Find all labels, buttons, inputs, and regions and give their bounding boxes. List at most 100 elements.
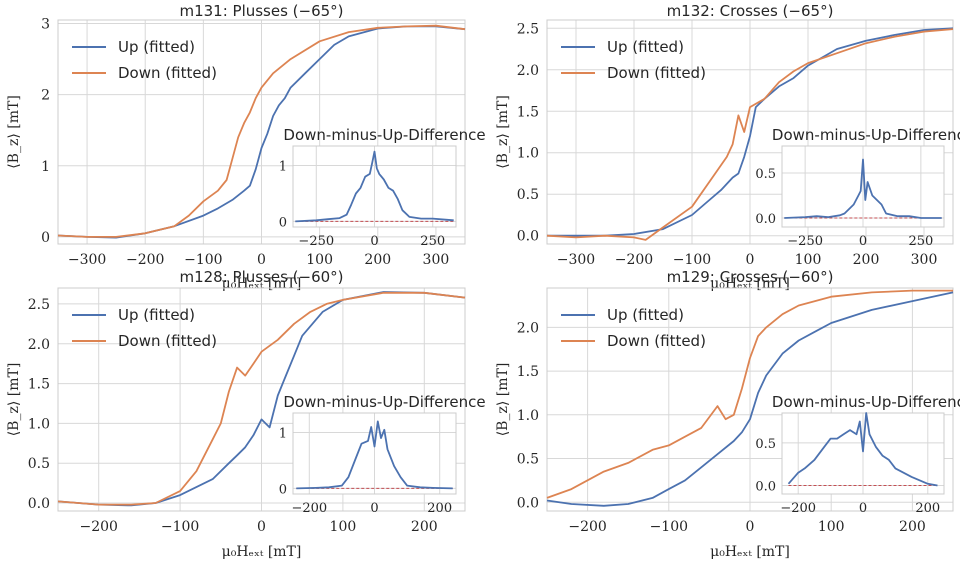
inset-title: Down-minus-Up-Difference [772,126,960,144]
legend: Up (fitted) Down (fitted) [561,306,706,350]
y-tick-label: 1.5 [517,104,539,120]
inset-x-tick-label: 0 [859,234,867,249]
x-tick-label: −300 [557,252,595,268]
y-tick-label: 1.0 [517,408,539,424]
panel-title: m129: Crosses (−60°) [667,268,834,286]
y-tick-label: 0.5 [517,452,539,468]
inset-y-tick-label: 0.0 [755,212,776,227]
y-tick-label: 0.0 [517,229,539,245]
y-tick-label: 2.5 [517,21,539,37]
inset-title: Down-minus-Up-Difference [283,393,485,411]
series-line-down [546,289,953,499]
y-tick-label: 1.5 [517,364,539,380]
y-tick-label: 0.0 [517,495,539,511]
inset-x-tick-label: 250 [908,234,933,249]
inset-title: Down-minus-Up-Difference [772,393,960,411]
x-tick-label: −100 [650,519,688,535]
inset-x-tick-label: −200 [291,501,327,516]
inset-y-tick-label: 0.0 [755,479,776,494]
legend-entry: Down (fitted) [118,64,217,82]
x-tick-label: −200 [79,519,117,535]
x-tick-label: 200 [853,252,880,268]
legend-entry: Down (fitted) [607,332,706,350]
inset-title: Down-minus-Up-Difference [283,126,485,144]
inset: −250 0 250 0.0 0.5 Down-minus-Up-Difference [755,126,960,249]
inset-y-tick-label: 0.5 [755,437,776,452]
legend: Up (fitted) Down (fitted) [72,38,217,82]
plot-frame [546,287,954,512]
inset-x-tick-label: 0 [370,234,378,249]
y-tick-label: 2.5 [28,297,50,313]
inset-x-tick-label: 200 [915,501,940,516]
y-axis-label: ⟨B_z⟩ [mT] [6,363,22,437]
legend-entry: Up (fitted) [118,306,195,324]
inset-y-tick-label: 1 [279,160,287,175]
y-tick-label: 2.0 [517,320,539,336]
x-tick-label: 0 [257,252,266,268]
y-axis-label: ⟨B_z⟩ [mT] [495,95,511,169]
legend-entry: Up (fitted) [607,306,684,324]
x-tick-label: −200 [615,252,653,268]
inset-frame [292,145,457,228]
inset-y-tick-label: 0.5 [755,167,776,182]
y-tick-label: 2.0 [517,63,539,79]
inset-difference-line [296,420,453,490]
y-tick-label: 3 [41,17,50,33]
y-tick-label: 1.5 [28,377,50,393]
x-axis-label: μ₀Hₑₓₜ [mT] [710,544,790,560]
x-tick-label: 100 [818,519,845,535]
x-tick-label: 300 [911,252,938,268]
x-tick-label: −200 [126,252,164,268]
x-tick-label: 0 [257,519,266,535]
x-tick-label: −100 [184,252,222,268]
x-tick-label: −100 [673,252,711,268]
series-line-down [546,28,954,241]
y-tick-label: 0.5 [517,187,539,203]
inset-frame [781,412,945,495]
x-tick-label: 0 [746,252,755,268]
panel-1: −300 −200 −100 0 100 200 300 0.0 0.5 1.0 1.5 2.0 2.5… [495,2,960,292]
legend-entry: Down (fitted) [607,64,706,82]
y-tick-label: 1.0 [517,146,539,162]
x-tick-label: 300 [423,252,450,268]
x-tick-label: 100 [795,252,822,268]
y-tick-label: 1.0 [28,416,50,432]
x-tick-label: 200 [364,252,391,268]
panel-3: −200 −100 0 100 200 0.0 0.5 1.0 1.5 2.0 Up (fitted… [495,268,960,560]
plot-frame [546,19,954,245]
inset-y-tick-label: 0 [279,482,287,497]
series-line-up [546,291,954,507]
inset-difference-line [295,150,454,223]
inset-difference-line [787,412,938,487]
inset-y-tick-label: 0 [279,215,287,230]
plot-frame [57,287,466,512]
y-tick-label: 0 [41,230,50,246]
y-axis-label: ⟨B_z⟩ [mT] [6,95,22,169]
panel-title: m128: Plusses (−60°) [179,268,343,286]
legend: Up (fitted) Down (fitted) [561,38,706,82]
inset: −200 0 200 0 1 Down-minus-Up-Difference [279,393,486,516]
x-axis-label: μ₀Hₑₓₜ [mT] [222,544,302,560]
legend: Up (fitted) Down (fitted) [72,306,217,350]
inset-frame [292,412,457,495]
legend-entry: Up (fitted) [118,38,195,56]
inset-x-tick-label: 0 [859,501,867,516]
inset-x-tick-label: −200 [780,501,816,516]
inset-x-tick-label: 200 [427,501,452,516]
panel-title: m132: Crosses (−65°) [667,2,834,20]
legend-entry: Down (fitted) [118,332,217,350]
inset: −250 0 250 0 1 Down-minus-Up-Difference [279,126,486,249]
inset-x-tick-label: −250 [298,234,334,249]
inset: −200 0 200 0.0 0.5 Down-minus-Up-Difference [755,393,960,516]
inset-y-tick-label: 1 [279,427,287,442]
inset-frame [781,145,945,228]
y-axis-label: ⟨B_z⟩ [mT] [495,363,511,437]
y-tick-label: 0.5 [28,456,50,472]
y-tick-label: 2 [41,88,50,104]
series-line-down [57,291,466,506]
y-tick-label: 0.0 [28,496,50,512]
x-tick-label: −200 [568,519,606,535]
x-tick-label: −300 [68,252,106,268]
